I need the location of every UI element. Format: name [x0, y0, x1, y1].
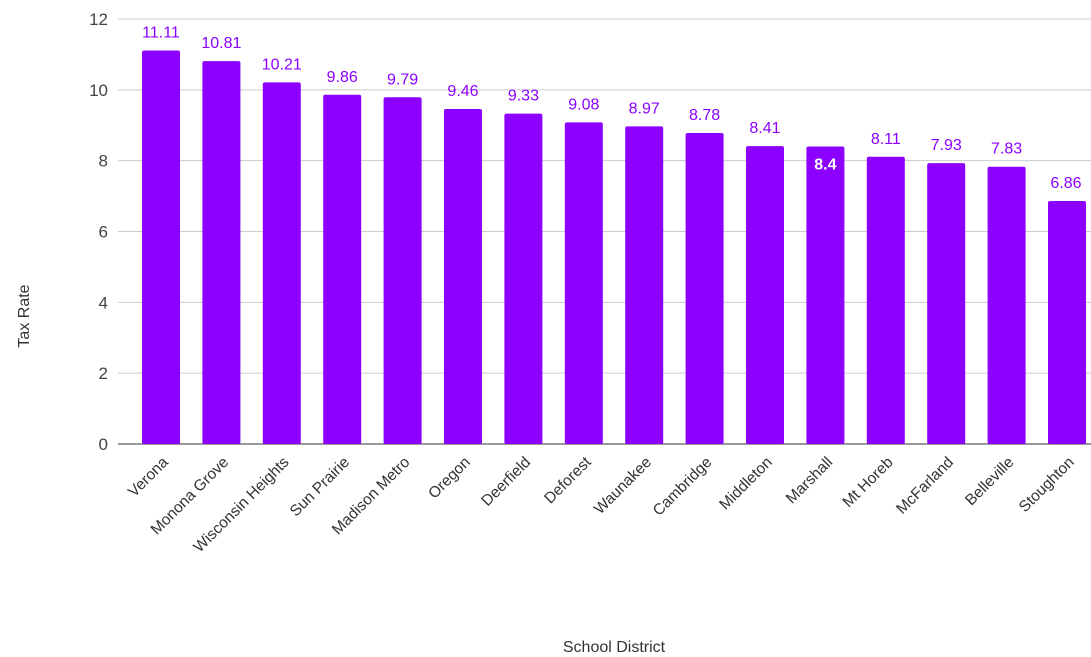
x-tick-label: Verona	[125, 454, 172, 501]
bar	[866, 156, 905, 445]
bar	[564, 122, 603, 445]
bar	[1048, 201, 1086, 444]
data-label: 9.46	[447, 83, 478, 100]
data-label: 8.11	[871, 131, 901, 148]
x-tick-label: Belleville	[962, 454, 1017, 509]
x-tick-label: Mt Horeb	[840, 454, 897, 511]
y-tick-label: 4	[99, 293, 108, 312]
y-tick-label: 10	[89, 81, 108, 100]
bar	[383, 97, 422, 444]
x-tick-label: McFarland	[893, 454, 957, 518]
data-label: 8.97	[629, 100, 660, 117]
x-tick-label: Deerfield	[478, 454, 534, 510]
bar	[987, 166, 1026, 444]
data-label: 6.86	[1050, 175, 1081, 192]
y-axis-title: Tax Rate	[16, 284, 33, 347]
x-tick-label: Middleton	[716, 454, 776, 514]
data-label: 10.21	[262, 56, 302, 73]
bar	[806, 146, 845, 444]
data-label: 9.79	[387, 71, 418, 88]
data-label: 11.11	[142, 25, 180, 42]
y-tick-label: 8	[99, 152, 108, 171]
data-label: 9.08	[568, 96, 599, 113]
y-tick-label: 2	[99, 364, 108, 383]
data-label: 8.41	[749, 120, 780, 137]
x-tick-label: Cambridge	[650, 454, 716, 520]
x-tick-label: Sun Prairie	[287, 454, 353, 520]
data-label: 7.93	[931, 137, 962, 154]
bar	[202, 61, 241, 444]
bar	[504, 113, 543, 444]
data-label: 10.81	[201, 35, 241, 52]
bar	[444, 108, 482, 444]
data-label: 8.78	[689, 107, 720, 124]
x-axis-title: School District	[563, 639, 666, 656]
x-tick-label: Marshall	[783, 454, 836, 507]
x-tick-label: Oregon	[425, 454, 474, 503]
x-tick-label: Waunakee	[591, 454, 655, 518]
bar	[142, 50, 180, 444]
bar	[323, 94, 362, 445]
bar	[746, 146, 784, 445]
data-label: 7.83	[991, 141, 1022, 158]
y-tick-label: 12	[89, 10, 108, 29]
bar	[685, 133, 724, 444]
y-tick-label: 0	[99, 435, 108, 454]
data-label: 9.86	[327, 69, 358, 86]
bar	[927, 163, 966, 445]
data-label: 9.33	[508, 88, 539, 105]
x-tick-label: Stoughton	[1016, 454, 1078, 516]
y-tick-label: 6	[99, 223, 108, 242]
bar	[625, 126, 664, 444]
bar	[262, 82, 301, 444]
data-label: 8.4	[814, 157, 836, 174]
x-tick-label: Deforest	[541, 453, 595, 507]
